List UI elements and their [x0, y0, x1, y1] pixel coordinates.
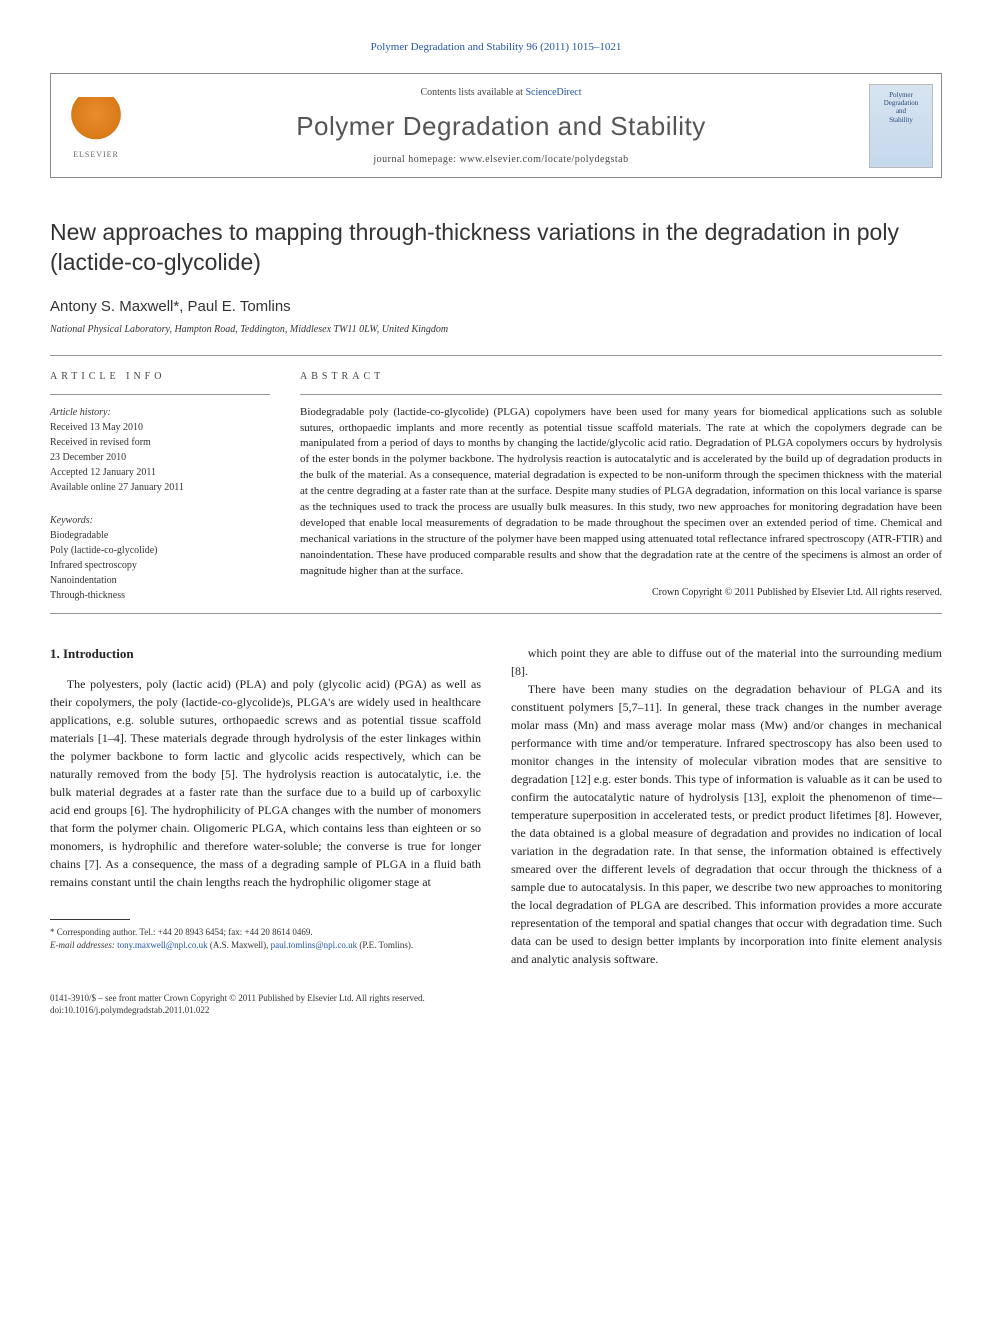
email-link[interactable]: tony.maxwell@npl.co.uk [117, 940, 207, 950]
keywords-block: Keywords: Biodegradable Poly (lactide-co… [50, 513, 270, 603]
history-received: Received 13 May 2010 [50, 420, 270, 435]
history-revised-date: 23 December 2010 [50, 450, 270, 465]
email-who: (P.E. Tomlins). [359, 940, 413, 950]
history-revised: Received in revised form [50, 435, 270, 450]
meta-row: ARTICLE INFO Article history: Received 1… [50, 370, 942, 603]
homepage-line: journal homepage: www.elsevier.com/locat… [141, 153, 861, 167]
bottom-block: 0141-3910/$ – see front matter Crown Cop… [50, 992, 942, 1017]
keyword: Biodegradable [50, 528, 270, 543]
section-head-intro: 1. Introduction [50, 644, 481, 664]
keywords-head: Keywords: [50, 513, 270, 528]
journal-banner: ELSEVIER Contents lists available at Sci… [50, 73, 942, 177]
cover-line: Polymer [889, 91, 913, 99]
history-online: Available online 27 January 2011 [50, 480, 270, 495]
abstract-label: ABSTRACT [300, 370, 942, 384]
rule [50, 355, 942, 356]
corresponding-author: * Corresponding author. Tel.: +44 20 894… [50, 926, 481, 939]
journal-name: Polymer Degradation and Stability [141, 108, 861, 144]
abstract-col: ABSTRACT Biodegradable poly (lactide-co-… [300, 370, 942, 603]
article-info-col: ARTICLE INFO Article history: Received 1… [50, 370, 270, 603]
rule [300, 394, 942, 395]
history-head: Article history: [50, 405, 270, 420]
elsevier-tree-icon [71, 97, 121, 147]
keyword: Nanoindentation [50, 573, 270, 588]
email-link[interactable]: paul.tomlins@npl.co.uk [271, 940, 358, 950]
authors: Antony S. Maxwell*, Paul E. Tomlins [50, 296, 942, 317]
keyword: Infrared spectroscopy [50, 558, 270, 573]
body-paragraph: which point they are able to diffuse out… [511, 644, 942, 680]
footnotes: * Corresponding author. Tel.: +44 20 894… [50, 926, 481, 951]
keyword: Through-thickness [50, 588, 270, 603]
contents-prefix: Contents lists available at [420, 87, 525, 98]
email-label: E-mail addresses: [50, 940, 115, 950]
history-accepted: Accepted 12 January 2011 [50, 465, 270, 480]
body-paragraph: The polyesters, poly (lactic acid) (PLA)… [50, 675, 481, 891]
contents-line: Contents lists available at ScienceDirec… [141, 86, 861, 100]
abstract-copyright: Crown Copyright © 2011 Published by Else… [300, 586, 942, 600]
rule [50, 394, 270, 395]
cover-line: Degradation [884, 99, 919, 107]
issn-line: 0141-3910/$ – see front matter Crown Cop… [50, 992, 942, 1005]
footnote-rule [50, 919, 130, 920]
running-head: Polymer Degradation and Stability 96 (20… [50, 40, 942, 55]
homepage-prefix: journal homepage: [373, 154, 459, 165]
email-who: (A.S. Maxwell), [210, 940, 269, 950]
cover-line: Stability [889, 116, 913, 124]
sciencedirect-link[interactable]: ScienceDirect [525, 87, 581, 98]
article-info-label: ARTICLE INFO [50, 370, 270, 384]
elsevier-logo: ELSEVIER [66, 97, 126, 167]
publisher-logo-cell: ELSEVIER [51, 74, 141, 176]
banner-center: Contents lists available at ScienceDirec… [141, 74, 861, 176]
body-paragraph: There have been many studies on the degr… [511, 680, 942, 968]
article-title: New approaches to mapping through-thickn… [50, 218, 942, 278]
history-block: Article history: Received 13 May 2010 Re… [50, 405, 270, 495]
affiliation: National Physical Laboratory, Hampton Ro… [50, 323, 942, 337]
journal-cover-thumb: Polymer Degradation and Stability [869, 84, 933, 168]
cover-line: and [896, 107, 906, 115]
body-columns: 1. Introduction The polyesters, poly (la… [50, 644, 942, 968]
rule [50, 613, 942, 614]
email-line: E-mail addresses: tony.maxwell@npl.co.uk… [50, 939, 481, 952]
doi-line: doi:10.1016/j.polymdegradstab.2011.01.02… [50, 1004, 942, 1017]
keyword: Poly (lactide-co-glycolide) [50, 543, 270, 558]
homepage-url[interactable]: www.elsevier.com/locate/polydegstab [460, 154, 629, 165]
cover-thumb-cell: Polymer Degradation and Stability [861, 74, 941, 176]
right-column: which point they are able to diffuse out… [511, 644, 942, 968]
abstract-text: Biodegradable poly (lactide-co-glycolide… [300, 405, 942, 580]
left-column: 1. Introduction The polyesters, poly (la… [50, 644, 481, 968]
publisher-name: ELSEVIER [73, 149, 119, 160]
